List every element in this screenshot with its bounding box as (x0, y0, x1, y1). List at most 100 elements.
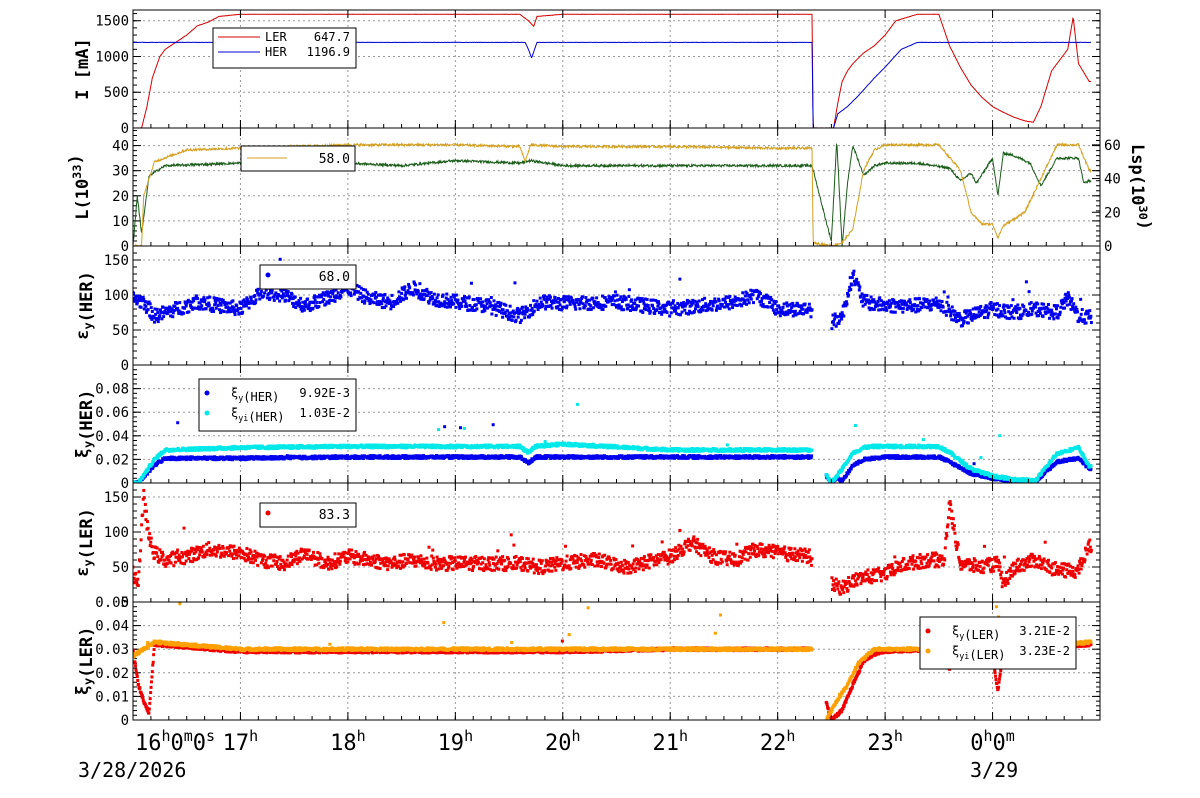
data-point (508, 315, 512, 319)
data-point (772, 299, 776, 303)
data-point (834, 324, 838, 328)
data-point (231, 299, 235, 303)
data-point (859, 294, 863, 298)
data-point (385, 299, 389, 303)
data-point (173, 304, 177, 308)
data-point (286, 292, 290, 296)
data-point (487, 298, 491, 302)
y-tick-label: 0.08 (95, 382, 129, 398)
data-point (259, 292, 263, 296)
data-point (156, 456, 160, 460)
data-point (914, 297, 918, 301)
data-point (573, 302, 577, 306)
data-point (591, 296, 595, 300)
data-point (758, 292, 762, 296)
y-tick-label: 0.04 (95, 429, 129, 445)
data-point (568, 302, 572, 306)
data-point (187, 310, 191, 314)
data-point (528, 313, 532, 317)
data-point (970, 318, 974, 322)
data-point (986, 313, 990, 317)
data-point (793, 309, 797, 313)
data-point (521, 312, 525, 316)
data-point (792, 304, 796, 308)
data-point (148, 314, 152, 318)
data-point (431, 302, 435, 306)
data-point (900, 299, 904, 303)
data-point (300, 309, 304, 313)
data-point (139, 295, 143, 299)
data-point (623, 298, 627, 302)
data-point (147, 300, 151, 304)
data-point (425, 287, 429, 291)
data-point (211, 306, 215, 310)
legend-name: HER (265, 45, 287, 59)
data-point (671, 299, 675, 303)
data-point (367, 299, 371, 303)
data-point (1012, 308, 1016, 312)
data-point (212, 296, 216, 300)
data-point (508, 304, 512, 308)
y2-tick-label: 20 (1104, 205, 1121, 221)
data-point (804, 310, 808, 314)
data-point (789, 309, 793, 313)
data-point (328, 298, 332, 302)
data-point (242, 304, 246, 308)
data-point (313, 298, 317, 302)
data-point (401, 287, 405, 291)
data-point (472, 298, 476, 302)
data-point (404, 296, 408, 300)
data-point (408, 286, 412, 290)
data-point (137, 299, 141, 303)
data-point (287, 299, 291, 303)
data-point (422, 454, 426, 458)
data-point (1051, 312, 1055, 316)
data-point (538, 296, 542, 300)
data-point (703, 296, 707, 300)
y2-tick-label: 40 (1104, 172, 1121, 188)
data-point (787, 303, 791, 307)
data-point (306, 297, 310, 301)
data-point (949, 311, 953, 315)
data-point (156, 320, 160, 324)
data-point (169, 314, 173, 318)
data-point (418, 282, 422, 286)
data-point (501, 308, 505, 312)
data-point (300, 305, 304, 309)
data-point (934, 303, 938, 307)
data-point (139, 305, 143, 309)
data-point (1013, 307, 1017, 311)
data-point (1088, 309, 1092, 313)
data-point (530, 306, 534, 310)
data-point (595, 296, 599, 300)
data-point (150, 462, 154, 466)
data-point (743, 294, 747, 298)
data-point (503, 311, 507, 315)
data-point (213, 303, 217, 307)
data-point (392, 305, 396, 309)
data-point (911, 303, 915, 307)
data-point (934, 296, 938, 300)
data-point (264, 288, 268, 292)
data-point (419, 294, 423, 298)
data-point (1078, 316, 1082, 320)
data-point (996, 307, 1000, 311)
data-point (839, 312, 843, 316)
data-point (686, 301, 690, 305)
y-tick-label: 1000 (95, 49, 129, 65)
data-point (937, 299, 941, 303)
data-point (717, 299, 721, 303)
data-point (546, 298, 550, 302)
data-point (966, 321, 970, 325)
data-point (383, 293, 387, 297)
data-point (190, 300, 194, 304)
data-point (551, 301, 555, 305)
data-point (899, 307, 903, 311)
data-point (1081, 319, 1085, 323)
data-point (223, 303, 227, 307)
data-point (634, 306, 638, 310)
data-point (639, 298, 643, 302)
y-tick-label: 1500 (95, 14, 129, 30)
data-point (139, 478, 143, 482)
data-point (1080, 307, 1084, 311)
